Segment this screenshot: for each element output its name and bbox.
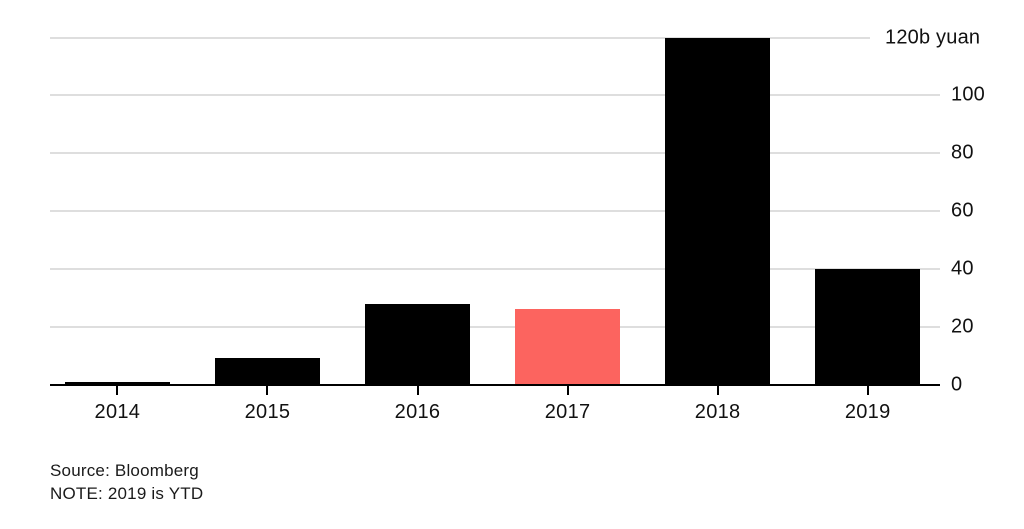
x-tick-2017 <box>566 386 569 395</box>
gridline-60 <box>50 210 940 212</box>
source-text: Source: Bloomberg <box>50 461 199 480</box>
y-tick-label-20: 20 <box>951 315 974 338</box>
note-text: NOTE: 2019 is YTD <box>50 484 204 503</box>
bar-2017 <box>515 309 621 385</box>
bar-2016 <box>365 303 471 385</box>
bar-2018 <box>665 37 771 385</box>
y-tick-label-0: 0 <box>951 373 963 395</box>
y-tick-label-100: 100 <box>951 83 985 106</box>
gridline-40 <box>50 267 940 270</box>
gridline-120 <box>50 36 870 39</box>
gridline-80 <box>50 152 940 155</box>
x-tick-2016 <box>416 386 419 395</box>
gridline-20 <box>50 325 940 328</box>
bar-2015 <box>214 358 320 385</box>
x-tick-label-2019: 2019 <box>844 401 891 423</box>
bar-2019 <box>815 268 921 385</box>
x-tick-label-2016: 2016 <box>394 401 441 423</box>
y-tick-label-80: 80 <box>951 141 974 164</box>
x-tick-2015 <box>266 386 269 395</box>
x-tick-2019 <box>866 386 869 395</box>
x-tick-label-2018: 2018 <box>694 401 741 423</box>
gridline-100 <box>50 94 940 97</box>
x-tick-2018 <box>716 386 719 395</box>
y-axis-unit-label: 120b yuan <box>885 26 981 48</box>
x-tick-label-2014: 2014 <box>94 401 141 423</box>
chart-footer: Source: Bloomberg NOTE: 2019 is YTD <box>50 459 203 505</box>
x-tick-2014 <box>116 386 119 395</box>
bar-2014 <box>64 381 170 385</box>
y-tick-label-40: 40 <box>951 257 974 280</box>
x-axis-line <box>50 383 940 386</box>
y-tick-label-60: 60 <box>951 199 974 222</box>
x-tick-label-2017: 2017 <box>544 401 591 423</box>
x-tick-label-2015: 2015 <box>244 401 291 423</box>
